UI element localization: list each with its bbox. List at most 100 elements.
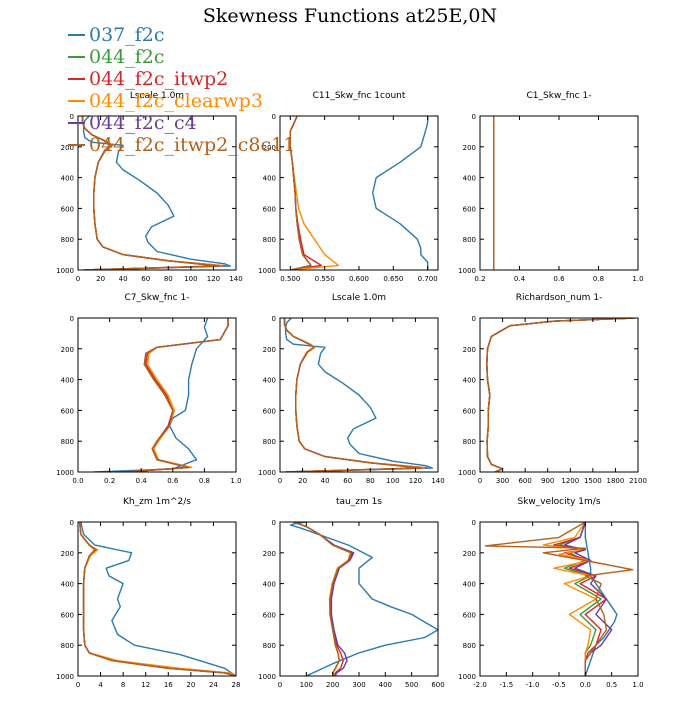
x-tick-label: 0.0 [72, 477, 83, 485]
series-group [79, 522, 236, 676]
series-line [486, 318, 635, 472]
plot-frame [77, 115, 237, 271]
y-tick-label: 200 [61, 346, 74, 354]
legend-label: 044_f2c_c4 [89, 112, 197, 134]
x-tick-label: 12 [141, 681, 150, 689]
y-tick-label: 200 [463, 346, 476, 354]
x-tick-label: 0.8 [199, 477, 210, 485]
y-tick-label: 1000 [56, 469, 74, 477]
y-tick-label: 400 [61, 377, 74, 385]
x-tick-label: 120 [207, 275, 220, 283]
x-tick-label: -2.0 [473, 681, 487, 689]
plot-frame [77, 317, 237, 473]
x-tick-label: 20 [298, 477, 307, 485]
x-tick-label: 20 [186, 681, 195, 689]
x-tick-label: 140 [229, 275, 242, 283]
x-tick-label: 0.700 [418, 275, 438, 283]
x-tick-label: 100 [300, 681, 313, 689]
y-tick-label: 400 [263, 377, 276, 385]
legend-item: 044_f2c_c4 [68, 112, 295, 134]
y-tick-label: 0 [472, 519, 476, 527]
legend: 037_f2c 044_f2c 044_f2c_itwp2 044_f2c_clear… [68, 24, 295, 156]
x-tick-label: 80 [164, 275, 173, 283]
x-tick-label: 0 [76, 681, 80, 689]
legend-label: 044_f2c_clearwp3 [89, 90, 263, 112]
subplot-title: Richardson_num 1- [516, 293, 603, 303]
subplot: C7_Skw_fnc 1- 0.0 0.2 0.4 0.6 0.8 1.0 0 200 400 60… [56, 293, 241, 485]
y-tick-label: 400 [463, 175, 476, 183]
x-tick-label: 16 [164, 681, 173, 689]
y-tick-label: 200 [263, 144, 276, 152]
y-tick-label: 0 [272, 519, 276, 527]
y-tick-label: 600 [263, 611, 276, 619]
y-tick-label: 600 [463, 611, 476, 619]
y-tick-label: 800 [61, 642, 74, 650]
x-tick-label: 600 [431, 681, 444, 689]
y-tick-label: 800 [263, 236, 276, 244]
y-tick-label: 400 [463, 581, 476, 589]
legend-item: 037_f2c [68, 24, 295, 46]
y-tick-label: 800 [463, 438, 476, 446]
x-tick-label: 0.6 [167, 477, 179, 485]
subplot-title: Lscale 1.0m [130, 91, 184, 101]
y-tick-label: 0 [272, 315, 276, 323]
y-tick-label: 800 [263, 642, 276, 650]
y-tick-label: 1000 [56, 267, 74, 275]
series-line [289, 116, 340, 270]
series-group [289, 522, 438, 676]
legend-line-swatch [68, 34, 85, 36]
x-tick-label: 80 [366, 477, 375, 485]
series-line [79, 522, 236, 676]
x-tick-label: 0 [76, 275, 80, 283]
y-tick-label: 600 [463, 407, 476, 415]
plot-frame [479, 317, 639, 473]
x-tick-label: 60 [343, 477, 352, 485]
x-tick-label: 0.2 [104, 477, 115, 485]
x-tick-label: 500 [405, 681, 418, 689]
x-tick-label: 0.600 [349, 275, 369, 283]
subplot: Lscale 1.0m 0 20 40 60 80 100 120 140 0 200 400 600 8… [56, 91, 243, 283]
x-tick-label: 60 [141, 275, 150, 283]
y-tick-label: 800 [463, 236, 476, 244]
series-line [484, 522, 634, 676]
y-tick-label: 200 [263, 346, 276, 354]
x-tick-label: 0.2 [474, 275, 485, 283]
x-tick-label: 40 [119, 275, 128, 283]
y-tick-label: 800 [463, 642, 476, 650]
y-tick-label: 0 [70, 519, 74, 527]
x-tick-label: 1800 [607, 477, 625, 485]
subplot-title: Kh_zm 1m^2/s [123, 497, 191, 507]
x-tick-label: -1.5 [499, 681, 513, 689]
subplot-title: C7_Skw_fnc 1- [125, 293, 190, 303]
series-line [486, 318, 635, 472]
x-tick-label: 28 [232, 681, 241, 689]
subplot: tau_zm 1s 0 100 200 300 400 500 600 0 200 400 600 80… [258, 497, 445, 689]
x-tick-label: 100 [184, 275, 197, 283]
series-line [284, 318, 434, 472]
series-line [486, 318, 635, 472]
subplot-title: C1_Skw_fnc 1- [527, 91, 592, 101]
x-tick-label: 0.8 [593, 275, 604, 283]
y-tick-label: 0 [70, 315, 74, 323]
legend-item: 044_f2c_itwp2 [68, 68, 295, 90]
series-line [486, 318, 635, 472]
x-tick-label: 0.6 [553, 275, 565, 283]
subplot: Skw_velocity 1m/s -2.0 -1.5 -1.0 -0.5 0.0 0.5 1… [458, 497, 643, 689]
plot-frame [479, 115, 639, 271]
x-tick-label: 0.4 [514, 275, 526, 283]
legend-item: 044_f2c_clearwp3 [68, 90, 295, 112]
x-tick-label: 0.650 [383, 275, 403, 283]
y-tick-label: 1000 [258, 267, 276, 275]
subplot-title: tau_zm 1s [336, 497, 382, 507]
series-line [81, 116, 220, 270]
y-tick-label: 200 [463, 144, 476, 152]
series-line [486, 318, 635, 472]
legend-label: 037_f2c [89, 24, 165, 46]
x-tick-label: 4 [98, 681, 103, 689]
series-line [289, 522, 438, 676]
plot-frame [77, 521, 237, 677]
series-line [93, 318, 209, 472]
legend-line-swatch [68, 122, 85, 124]
x-tick-label: 120 [409, 477, 422, 485]
